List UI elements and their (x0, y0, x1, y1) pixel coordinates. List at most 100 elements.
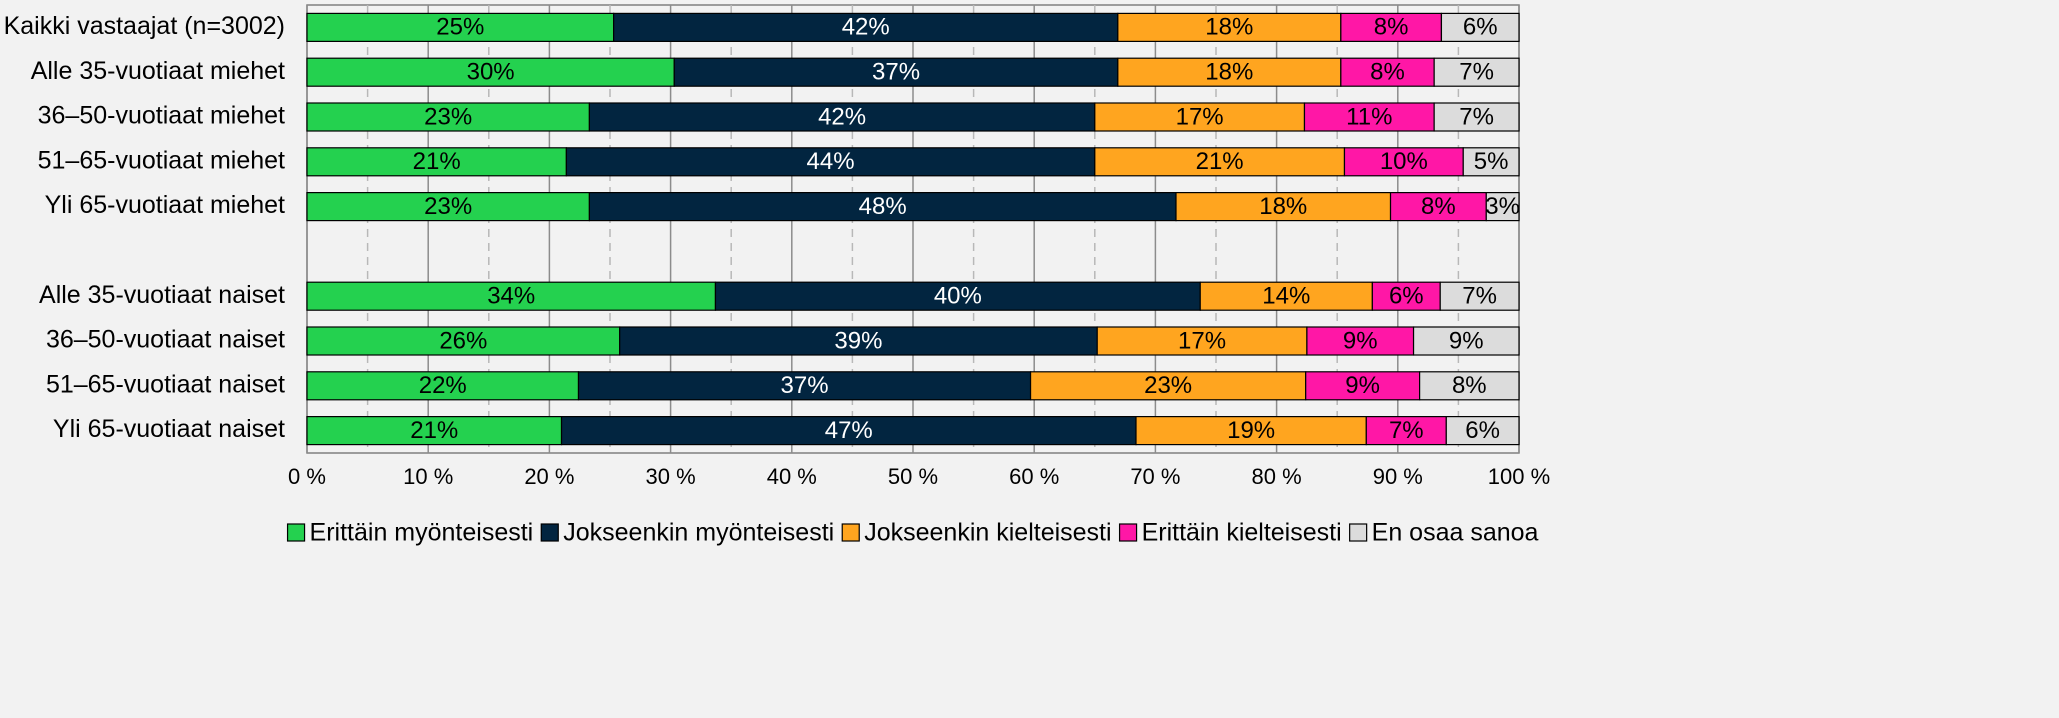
bar-segment (613, 12, 1119, 42)
y-tick-label: 51–65-vuotiaat miehet (38, 146, 285, 174)
bar-segment (1419, 371, 1520, 401)
bar-segment (1485, 192, 1520, 222)
bar-segment (1343, 147, 1464, 177)
x-tick-label: 40 % (767, 464, 817, 489)
y-tick-label: Yli 65-vuotiaat miehet (45, 191, 285, 219)
data-label: 10% (1380, 148, 1428, 175)
data-label: 19% (1227, 417, 1275, 444)
y-tick-label: 36–50-vuotiaat naiset (46, 326, 285, 354)
bar-segment (1445, 416, 1520, 446)
y-tick-label: Yli 65-vuotiaat naiset (53, 415, 285, 443)
data-label: 17% (1176, 103, 1224, 130)
data-label: 23% (1144, 372, 1192, 399)
bar-segment (1365, 416, 1447, 446)
legend-swatch (1118, 523, 1138, 542)
data-label: 6% (1465, 417, 1500, 444)
data-label: 25% (436, 14, 484, 41)
data-label: 7% (1459, 59, 1494, 86)
data-label: 9% (1343, 327, 1378, 354)
data-label: 7% (1459, 103, 1494, 130)
data-label: 21% (410, 417, 458, 444)
legend-label: Jokseenkin kielteisesti (864, 519, 1111, 547)
bar-segment (1094, 147, 1346, 177)
data-label: 47% (825, 417, 873, 444)
bar-segment (588, 102, 1096, 132)
data-label: 8% (1452, 372, 1487, 399)
data-label: 9% (1449, 327, 1484, 354)
bar-segment (1305, 371, 1421, 401)
legend-swatch (1349, 523, 1368, 542)
x-tick-label: 0 % (288, 464, 326, 489)
bar-segment (306, 12, 615, 42)
bar-segment (306, 147, 567, 177)
data-label: 48% (859, 193, 907, 220)
legend-label: En osaa sanoa (1372, 519, 1539, 547)
bar-segment (1462, 147, 1520, 177)
y-tick-label: Kaikki vastaajat (n=3002) (4, 12, 285, 40)
bar-segment (1433, 102, 1520, 132)
bar-segment (1094, 102, 1306, 132)
bar-segment (1433, 57, 1520, 87)
x-tick-label: 30 % (646, 464, 696, 489)
bar-segment (1303, 102, 1435, 132)
legend-label: Erittäin myönteisesti (310, 519, 534, 547)
data-label: 42% (818, 103, 866, 130)
bar-segment (306, 57, 675, 87)
x-tick-label: 70 % (1130, 464, 1180, 489)
bar-segment (673, 57, 1119, 87)
data-label: 6% (1463, 14, 1498, 41)
data-label: 21% (413, 148, 461, 175)
y-tick-label: Alle 35-vuotiaat miehet (31, 57, 285, 85)
x-tick-label: 100 % (1488, 464, 1550, 489)
bar-segment (1135, 416, 1367, 446)
bar-segment (306, 326, 621, 356)
data-label: 39% (834, 327, 882, 354)
bar-segment (1440, 12, 1520, 42)
bar-segment (1117, 12, 1342, 42)
bar-segment (1371, 281, 1441, 311)
x-tick-label: 50 % (888, 464, 938, 489)
bar-segment (1117, 57, 1342, 87)
data-label: 23% (424, 193, 472, 220)
x-tick-label: 90 % (1373, 464, 1423, 489)
data-label: 44% (807, 148, 855, 175)
legend-label: Jokseenkin myönteisesti (563, 519, 834, 547)
data-label: 7% (1389, 417, 1424, 444)
legend-label: Erittäin kielteisesti (1142, 519, 1342, 547)
y-tick-label: 36–50-vuotiaat miehet (38, 102, 285, 130)
bar-segment (1412, 326, 1520, 356)
data-label: 8% (1374, 14, 1409, 41)
data-label: 37% (781, 372, 829, 399)
data-label: 18% (1205, 59, 1253, 86)
legend-swatch (286, 523, 306, 542)
data-label: 34% (487, 283, 535, 310)
y-tick-label: 51–65-vuotiaat naiset (46, 370, 285, 398)
bar-segment (1439, 281, 1520, 311)
bar-segment (1389, 192, 1487, 222)
data-label: 8% (1370, 59, 1405, 86)
bar-segment (560, 416, 1137, 446)
data-label: 14% (1262, 283, 1310, 310)
data-label: 6% (1389, 283, 1424, 310)
x-tick-label: 20 % (524, 464, 574, 489)
data-label: 18% (1259, 193, 1307, 220)
data-label: 22% (419, 372, 467, 399)
x-tick-label: 60 % (1009, 464, 1059, 489)
data-label: 7% (1462, 283, 1497, 310)
bar-segment (1096, 326, 1308, 356)
data-label: 21% (1196, 148, 1244, 175)
data-label: 40% (934, 283, 982, 310)
bar-segment (588, 192, 1177, 222)
bar-segment (306, 416, 563, 446)
legend-swatch (540, 523, 559, 542)
data-label: 42% (842, 14, 890, 41)
data-label: 26% (439, 327, 487, 354)
data-label: 8% (1421, 193, 1456, 220)
data-label: 5% (1474, 148, 1509, 175)
y-tick-label: Alle 35-vuotiaat naiset (39, 281, 285, 309)
data-label: 17% (1178, 327, 1226, 354)
data-label: 11% (1346, 103, 1392, 130)
bar-segment (1340, 12, 1443, 42)
